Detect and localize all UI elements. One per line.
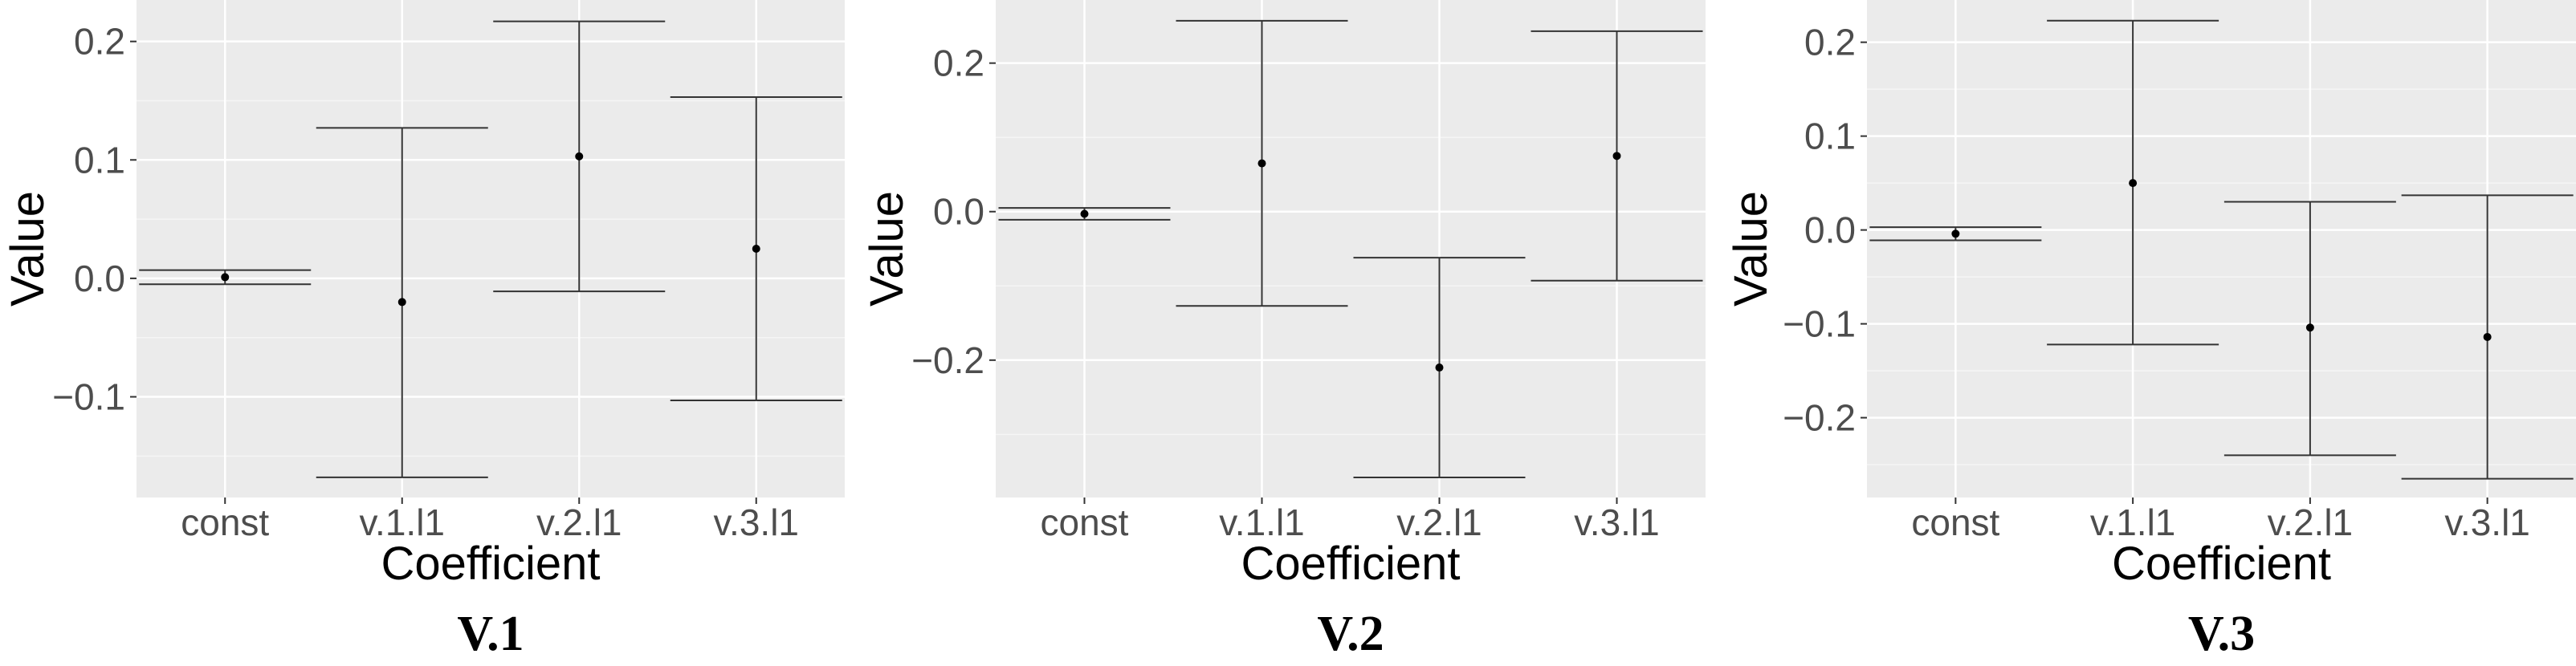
y-tick-label: 0.0 bbox=[74, 258, 125, 299]
x-tick-label: const bbox=[1041, 502, 1129, 543]
estimate-point bbox=[1080, 209, 1089, 218]
y-tick-label: 0.0 bbox=[933, 191, 984, 233]
chart-panel-1: 0.2 0.1 0.0 −0.1 const v.1.l1 v.2.l1 v.3.l1 Coef… bbox=[2, 0, 845, 661]
y-tick-label: −0.2 bbox=[1783, 397, 1856, 439]
y-tick-label: 0.1 bbox=[74, 139, 125, 181]
error-bar bbox=[316, 127, 488, 478]
estimate-point bbox=[1612, 152, 1621, 160]
x-tick-label: v.3.l1 bbox=[713, 502, 799, 543]
x-tick-label: v.2.l1 bbox=[2268, 502, 2354, 543]
error-bar bbox=[670, 96, 842, 401]
error-bar bbox=[2047, 19, 2219, 346]
y-tick-label: −0.1 bbox=[52, 376, 125, 418]
error-bar bbox=[1531, 30, 1703, 282]
estimate-point bbox=[575, 152, 584, 160]
estimate-point bbox=[2129, 179, 2138, 188]
error-bar bbox=[1176, 19, 1348, 307]
estimate-point bbox=[1951, 229, 1960, 238]
x-tick-label: const bbox=[1911, 502, 1999, 543]
chart-panel-2: 0.2 0.0 −0.2 const v.1.l1 v.2.l1 v.3.l1 Coeffic… bbox=[861, 0, 1706, 661]
estimate-point bbox=[397, 298, 406, 307]
estimate-point bbox=[2305, 323, 2314, 332]
x-axis-title: Coefficient bbox=[381, 538, 601, 590]
x-tick-label: v.3.l1 bbox=[2444, 502, 2530, 543]
plot-background bbox=[1867, 0, 2576, 497]
x-tick-label: v.1.l1 bbox=[359, 502, 445, 543]
y-tick-label: 0.0 bbox=[1804, 209, 1856, 251]
error-bar bbox=[139, 269, 312, 286]
x-tick-label: v.3.l1 bbox=[1574, 502, 1660, 543]
error-bar bbox=[998, 207, 1171, 221]
x-tick-label: v.1.l1 bbox=[1219, 502, 1305, 543]
x-tick-label: const bbox=[181, 502, 269, 543]
estimate-point bbox=[221, 273, 230, 282]
error-bar bbox=[2223, 201, 2396, 457]
y-tick-label: 0.2 bbox=[1804, 22, 1856, 63]
error-bar bbox=[1353, 257, 1526, 479]
y-tick-label: −0.1 bbox=[1783, 303, 1856, 345]
panel-label: V.3 bbox=[2188, 607, 2255, 661]
plot-background bbox=[137, 0, 845, 497]
estimate-point bbox=[2483, 332, 2492, 341]
y-tick-label: 0.2 bbox=[933, 43, 984, 84]
error-bar bbox=[2401, 194, 2574, 480]
y-axis-title: Value bbox=[1725, 191, 1777, 307]
error-bar bbox=[493, 20, 666, 293]
chart-panel-3: 0.2 0.1 0.0 −0.1 −0.2 const v.1.l1 v.2.l1 v.3.l1… bbox=[1725, 0, 2576, 661]
x-tick-label: v.1.l1 bbox=[2090, 502, 2176, 543]
y-axis-title: Value bbox=[861, 191, 913, 307]
x-axis-title: Coefficient bbox=[1241, 538, 1461, 590]
y-tick-label: −0.2 bbox=[911, 339, 984, 381]
y-axis-title: Value bbox=[2, 191, 54, 307]
error-bar bbox=[1869, 226, 2042, 242]
panel-label: V.2 bbox=[1317, 607, 1384, 661]
x-axis-title: Coefficient bbox=[2112, 538, 2331, 590]
estimate-point bbox=[1257, 159, 1266, 168]
x-tick-label: v.2.l1 bbox=[536, 502, 622, 543]
y-tick-label: 0.1 bbox=[1804, 116, 1856, 157]
estimate-point bbox=[752, 245, 760, 253]
y-tick-label: 0.2 bbox=[74, 21, 125, 63]
panel-label: V.1 bbox=[457, 607, 524, 661]
x-tick-label: v.2.l1 bbox=[1396, 502, 1482, 543]
estimate-point bbox=[1435, 363, 1444, 372]
plot-background bbox=[996, 0, 1706, 497]
